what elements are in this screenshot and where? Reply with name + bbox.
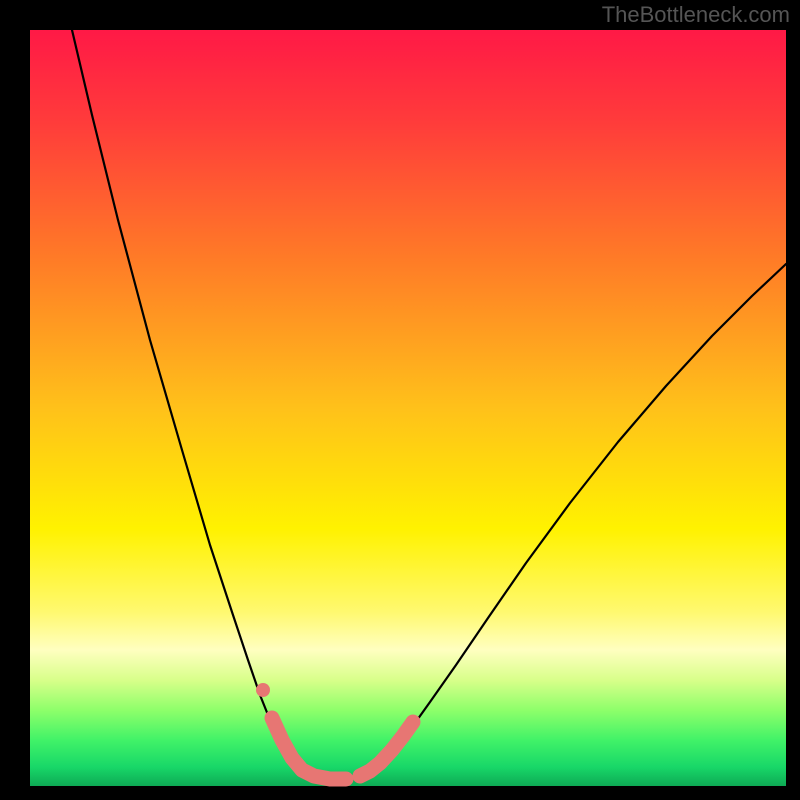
watermark-text: TheBottleneck.com xyxy=(602,2,790,28)
bottleneck-chart xyxy=(0,0,800,800)
plot-background xyxy=(30,30,786,786)
chart-frame: TheBottleneck.com xyxy=(0,0,800,800)
highlight-dot xyxy=(256,683,270,697)
